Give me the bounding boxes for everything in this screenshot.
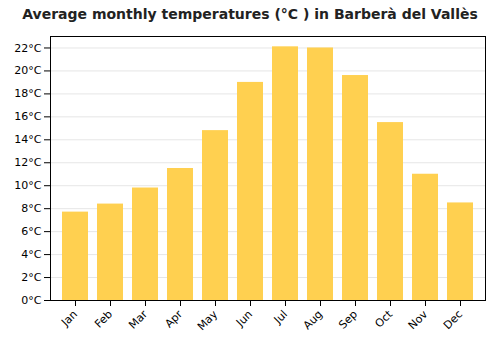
svg-text:Jan: Jan: [58, 308, 80, 330]
svg-text:Feb: Feb: [92, 308, 115, 331]
svg-text:Dec: Dec: [441, 308, 465, 332]
svg-text:20°C: 20°C: [14, 64, 41, 77]
svg-text:Apr: Apr: [162, 307, 185, 330]
svg-text:18°C: 18°C: [14, 87, 41, 100]
svg-text:Aug: Aug: [301, 308, 325, 332]
svg-text:Oct: Oct: [372, 307, 395, 330]
svg-text:2°C: 2°C: [21, 271, 41, 284]
svg-text:May: May: [195, 307, 221, 333]
svg-text:Jul: Jul: [271, 308, 290, 327]
svg-text:6°C: 6°C: [21, 225, 41, 238]
svg-text:Jun: Jun: [233, 308, 255, 330]
svg-text:Nov: Nov: [406, 307, 431, 332]
svg-text:4°C: 4°C: [21, 248, 41, 261]
svg-text:16°C: 16°C: [14, 110, 41, 123]
svg-text:Sep: Sep: [336, 308, 360, 332]
svg-text:8°C: 8°C: [21, 202, 41, 215]
svg-text:12°C: 12°C: [14, 156, 41, 169]
svg-text:10°C: 10°C: [14, 179, 41, 192]
svg-text:Mar: Mar: [126, 307, 150, 331]
html-text:Average monthly temperatures (: Average monthly temperatures (°C ) in Ba…: [22, 6, 478, 22]
svg-text:14°C: 14°C: [14, 133, 41, 146]
svg-text:0°C: 0°C: [21, 294, 41, 307]
svg-text:22°C: 22°C: [14, 41, 41, 54]
